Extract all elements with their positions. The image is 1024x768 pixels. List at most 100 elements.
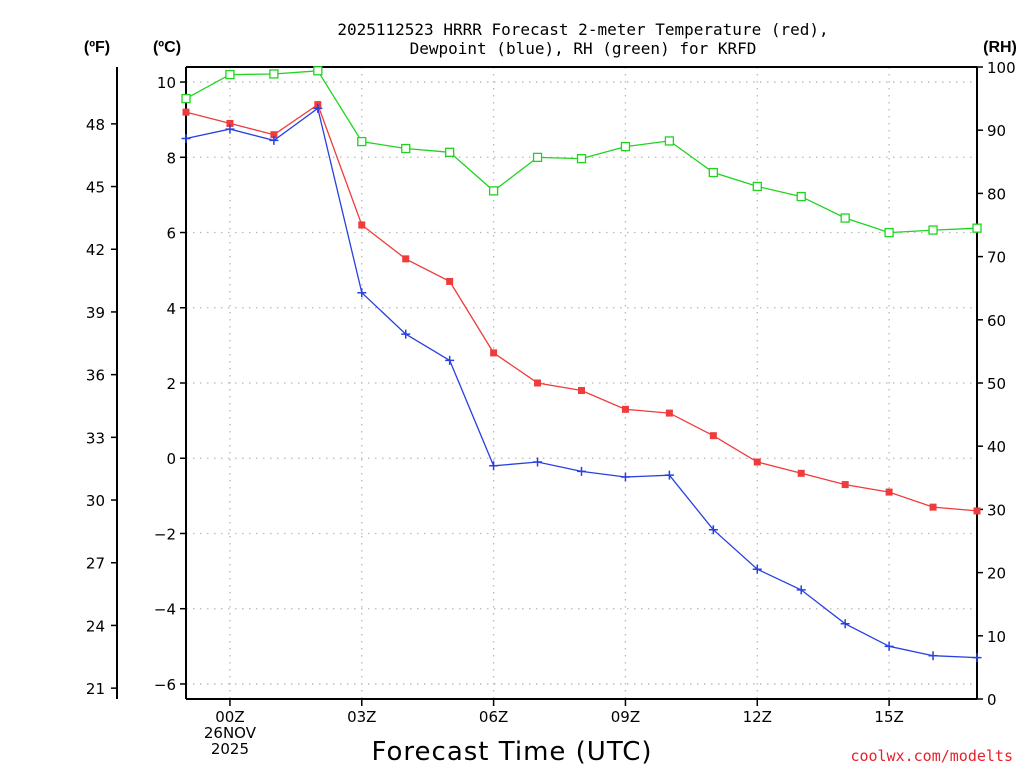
series bbox=[181, 66, 982, 663]
x-axis-label: Forecast Time (UTC) bbox=[371, 737, 652, 767]
rh-point bbox=[796, 191, 806, 202]
rh-point bbox=[313, 66, 323, 76]
dewpoint-point bbox=[225, 124, 235, 134]
dewpoint-point bbox=[269, 135, 279, 145]
chart-title-line-2: Dewpoint (blue), RH (green) for KRFD bbox=[410, 39, 757, 58]
temperature-point bbox=[973, 507, 981, 515]
temperature-point bbox=[797, 469, 805, 477]
rh-point bbox=[445, 147, 455, 157]
dewpoint-point bbox=[972, 653, 982, 663]
celsius-tick-label: 8 bbox=[166, 149, 176, 167]
temperature-point bbox=[358, 221, 366, 229]
temperature-point bbox=[621, 405, 629, 413]
dewpoint-point bbox=[664, 470, 674, 480]
rh-tick-label: 90 bbox=[987, 122, 1006, 140]
dewpoint-point bbox=[708, 525, 718, 535]
celsius-tick-label: −2 bbox=[154, 525, 176, 543]
temperature-point bbox=[490, 349, 498, 357]
fahrenheit-unit-label: (ºF) bbox=[84, 39, 110, 56]
temperature-point bbox=[665, 409, 673, 417]
temperature-point bbox=[182, 108, 190, 116]
celsius-tick-label: −6 bbox=[154, 676, 176, 694]
dewpoint-point bbox=[357, 288, 367, 298]
rh-tick-label: 30 bbox=[987, 501, 1006, 519]
celsius-tick-label: 0 bbox=[166, 450, 176, 468]
rh-tick-label: 0 bbox=[987, 691, 997, 709]
dewpoint-point bbox=[489, 461, 499, 471]
x-tick-label: 2025 bbox=[211, 740, 249, 758]
chart-title-line-1: 2025112523 HRRR Forecast 2-meter Tempera… bbox=[337, 20, 828, 39]
grid bbox=[186, 67, 977, 699]
dewpoint-point bbox=[840, 619, 850, 629]
rh-point bbox=[181, 93, 191, 104]
dewpoint-point bbox=[577, 466, 586, 476]
x-tick-label: 15Z bbox=[874, 708, 903, 726]
rh-tick-label: 80 bbox=[987, 185, 1006, 203]
celsius-tick-label: 10 bbox=[157, 74, 176, 92]
dewpoint-point bbox=[884, 641, 894, 651]
dewpoint-point bbox=[181, 133, 191, 143]
temperature-point bbox=[709, 432, 717, 440]
celsius-tick-label: 2 bbox=[166, 375, 176, 393]
celsius-tick-label: 6 bbox=[166, 225, 176, 243]
temperature-point bbox=[226, 119, 234, 127]
rh-point bbox=[884, 227, 894, 238]
temperature-point bbox=[446, 277, 454, 285]
x-tick-label: 09Z bbox=[611, 708, 640, 726]
rh-unit-label: (RH) bbox=[983, 39, 1017, 56]
rh-tick-label: 70 bbox=[987, 249, 1006, 267]
rh-point bbox=[357, 136, 367, 147]
rh-point bbox=[928, 225, 938, 235]
x-tick-label: 03Z bbox=[347, 708, 376, 726]
fahrenheit-tick-label: 24 bbox=[86, 617, 105, 635]
rh-tick-label: 60 bbox=[987, 312, 1006, 330]
temperature-point bbox=[578, 387, 585, 395]
dewpoint-point bbox=[796, 585, 806, 595]
dewpoint-point bbox=[928, 651, 938, 661]
temperature-point bbox=[534, 379, 542, 387]
fahrenheit-tick-label: 30 bbox=[86, 492, 105, 510]
fahrenheit-tick-label: 21 bbox=[86, 680, 105, 698]
fahrenheit-tick-label: 39 bbox=[86, 304, 105, 322]
rh-tick-label: 20 bbox=[987, 565, 1006, 583]
rh-point bbox=[225, 69, 235, 80]
temperature-point bbox=[753, 458, 761, 466]
rh-tick-label: 10 bbox=[987, 628, 1006, 646]
celsius-tick-label: −4 bbox=[154, 601, 176, 619]
x-tick-label: 26NOV bbox=[204, 724, 257, 742]
dewpoint-point bbox=[313, 103, 323, 113]
rh-point bbox=[576, 153, 587, 164]
rh-line bbox=[185, 70, 978, 234]
rh-point bbox=[664, 136, 675, 146]
dewpoint-point bbox=[533, 457, 543, 467]
celsius-unit-label: (ºC) bbox=[153, 39, 181, 56]
rh-point bbox=[620, 141, 631, 152]
x-tick-label: 06Z bbox=[479, 708, 508, 726]
dewpoint-point bbox=[445, 355, 455, 365]
celsius-tick-label: 4 bbox=[166, 300, 176, 318]
temperature-point bbox=[402, 255, 410, 263]
rh-tick-label: 40 bbox=[987, 438, 1006, 456]
dewpoint-point bbox=[620, 472, 630, 482]
rh-point bbox=[840, 213, 850, 223]
dewpoint-point bbox=[401, 329, 411, 339]
rh-point bbox=[752, 181, 762, 192]
fahrenheit-tick-label: 27 bbox=[86, 555, 105, 573]
fahrenheit-tick-label: 42 bbox=[86, 241, 105, 259]
temperature-point bbox=[841, 481, 849, 489]
x-tick-label: 12Z bbox=[743, 708, 772, 726]
fahrenheit-tick-label: 33 bbox=[86, 429, 105, 447]
rh-point bbox=[401, 143, 411, 154]
rh-tick-label: 50 bbox=[987, 375, 1006, 393]
temperature-point bbox=[929, 503, 937, 511]
fahrenheit-tick-label: 45 bbox=[86, 179, 105, 197]
credit-link[interactable]: coolwx.com/modelts bbox=[850, 747, 1013, 765]
rh-point bbox=[532, 152, 543, 163]
rh-point bbox=[269, 69, 279, 79]
rh-point bbox=[488, 186, 499, 196]
fahrenheit-tick-label: 36 bbox=[86, 367, 105, 385]
temperature-point bbox=[885, 488, 893, 496]
axes: 1086420−2−4−6484542393633302724211009080… bbox=[86, 59, 1016, 758]
rh-point bbox=[708, 167, 718, 178]
